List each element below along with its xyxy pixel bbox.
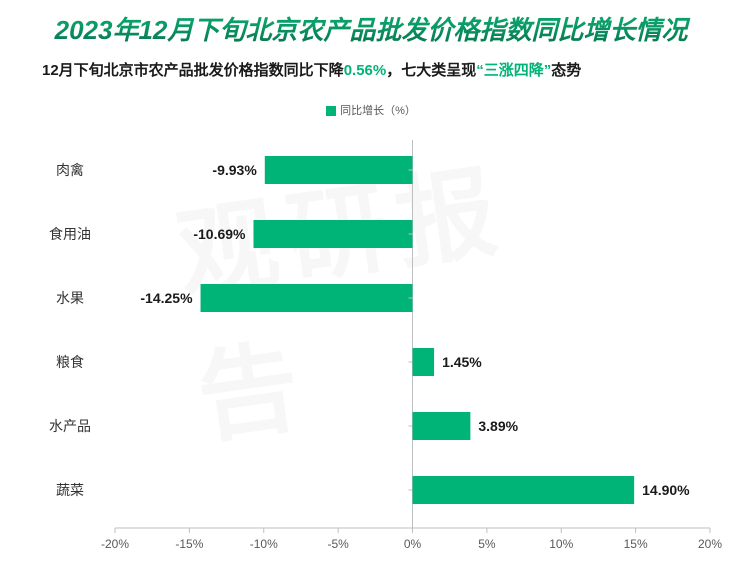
x-tick-label: 15% xyxy=(624,537,648,551)
category-label: 水果 xyxy=(56,290,84,306)
x-tick-label: 5% xyxy=(478,537,496,551)
category-label: 食用油 xyxy=(49,226,91,242)
subtitle-part2: ，七大类呈现 xyxy=(386,62,476,79)
value-label: -9.93% xyxy=(212,162,257,178)
subtitle-highlight-trend: 三涨四降 xyxy=(484,62,544,79)
chart-subtitle: 12月下旬北京市农产品批发价格指数同比下降0.56%，七大类呈现“三涨四降”态势 xyxy=(0,47,742,80)
chart-title: 2023年12月下旬北京农产品批发价格指数同比增长情况 xyxy=(0,0,742,47)
subtitle-highlight-pct: 0.56% xyxy=(344,62,387,79)
x-tick-label: 10% xyxy=(549,537,573,551)
value-label: 14.90% xyxy=(642,482,690,498)
bar xyxy=(253,220,412,248)
x-tick-label: -15% xyxy=(175,537,203,551)
category-label: 水产品 xyxy=(49,418,91,434)
legend-label: 同比增长（%） xyxy=(340,105,416,117)
category-label: 肉禽 xyxy=(56,162,84,178)
bar xyxy=(201,284,413,312)
value-label: 3.89% xyxy=(478,418,518,434)
bar-chart: -20% -15% -10% -5% 0% 5% 10% 15% 20% 肉禽 -9.93% 食用油 -… xyxy=(0,128,742,568)
subtitle-quote-l: “ xyxy=(476,62,484,79)
bar xyxy=(413,476,635,504)
x-tick-label: -10% xyxy=(250,537,278,551)
bar xyxy=(413,348,435,376)
x-tick-label: -5% xyxy=(327,537,349,551)
value-label: -10.69% xyxy=(193,226,246,242)
x-tick-label: 0% xyxy=(404,537,422,551)
subtitle-part1: 12月下旬北京市农产品批发价格指数同比下降 xyxy=(42,62,344,79)
chart-svg: -20% -15% -10% -5% 0% 5% 10% 15% 20% 肉禽 -9.93% 食用油 -… xyxy=(0,128,742,568)
subtitle-part3: 态势 xyxy=(551,62,581,79)
value-label: -14.25% xyxy=(140,290,193,306)
chart-legend: 同比增长（%） xyxy=(0,102,742,118)
legend-swatch xyxy=(326,106,336,116)
category-label: 蔬菜 xyxy=(56,482,84,498)
category-label: 粮食 xyxy=(56,354,84,370)
value-label: 1.45% xyxy=(442,354,482,370)
x-tick-label: 20% xyxy=(698,537,722,551)
bar xyxy=(265,156,413,184)
x-tick-label: -20% xyxy=(101,537,129,551)
bar xyxy=(413,412,471,440)
